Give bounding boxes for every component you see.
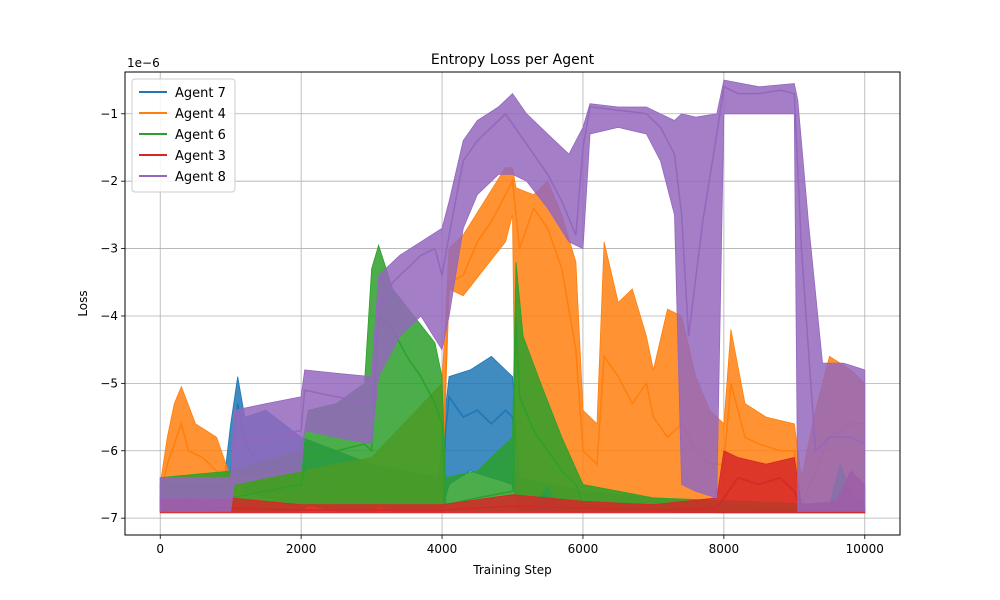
- chart-title: Entropy Loss per Agent: [431, 52, 595, 68]
- legend-item-agent-8: Agent 8: [139, 170, 226, 185]
- legend-label: Agent 4: [175, 107, 226, 122]
- legend: Agent 7 Agent 4 Agent 6 Agent 3 Agent 8: [131, 78, 236, 193]
- y-tick-label: −5: [100, 376, 118, 390]
- y-tick-label: −4: [100, 309, 118, 323]
- y-axis-label: Loss: [76, 290, 90, 316]
- legend-label: Agent 8: [175, 170, 226, 185]
- x-axis: 0 2000 4000 6000 8000 10000: [156, 535, 884, 556]
- x-tick-label: 2000: [286, 542, 317, 556]
- y-tick-label: −3: [100, 242, 118, 256]
- y-tick-label: −6: [100, 444, 118, 458]
- x-tick-label: 4000: [427, 542, 458, 556]
- x-tick-label: 6000: [568, 542, 599, 556]
- series-layer: [159, 79, 866, 514]
- y-tick-label: −7: [100, 511, 118, 525]
- plot-frame: [124, 71, 901, 536]
- legend-item-agent-6: Agent 6: [139, 128, 226, 143]
- legend-item-agent-3: Agent 3: [139, 149, 226, 164]
- y-axis: −7 −6 −5 −4 −3 −2 −1: [100, 107, 125, 525]
- y-tick-label: −2: [100, 174, 118, 188]
- series-line-agent-8: [160, 85, 866, 499]
- x-tick-label: 8000: [709, 542, 740, 556]
- legend-label: Agent 7: [175, 86, 226, 101]
- y-scale-offset-label: 1e−6: [127, 56, 160, 70]
- legend-box: [131, 78, 236, 193]
- series-band-agent-8: [159, 79, 866, 512]
- legend-item-agent-7: Agent 7: [139, 86, 226, 101]
- y-tick-label: −1: [100, 107, 118, 121]
- x-tick-label: 10000: [846, 542, 884, 556]
- x-axis-label: Training Step: [472, 563, 552, 577]
- legend-label: Agent 6: [175, 128, 226, 143]
- legend-label: Agent 3: [175, 149, 226, 164]
- series-agent-8: [159, 79, 866, 512]
- x-tick-label: 0: [156, 542, 164, 556]
- legend-item-agent-4: Agent 4: [139, 107, 226, 122]
